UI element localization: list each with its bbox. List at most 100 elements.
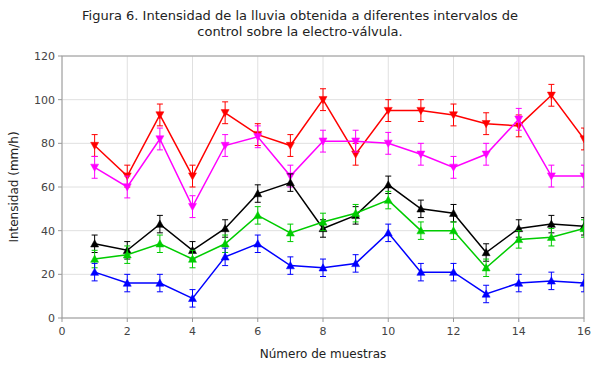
series	[91, 108, 584, 217]
x-tick	[453, 318, 454, 322]
data-point	[482, 120, 490, 127]
error-bar	[255, 126, 261, 148]
error-bar	[222, 135, 228, 157]
data-point	[547, 233, 555, 240]
error-bar	[320, 89, 326, 111]
data-point	[482, 264, 490, 271]
y-tick	[58, 230, 62, 231]
data-point	[384, 107, 392, 114]
error-bar	[287, 257, 293, 274]
data-point	[221, 240, 229, 247]
data-point	[580, 279, 584, 286]
data-point	[482, 249, 490, 256]
data-point	[384, 229, 392, 236]
title-line: Figura 6. Intensidad de la lluvia obteni…	[82, 8, 518, 23]
data-point	[91, 164, 99, 171]
error-bar	[385, 132, 391, 154]
y-tick	[58, 187, 62, 188]
error-bar	[255, 207, 261, 224]
error-bar	[320, 130, 326, 152]
data-point	[384, 196, 392, 203]
error-bar	[92, 135, 98, 157]
axes: 0204060801001200246810121416	[34, 50, 591, 338]
error-bar	[222, 248, 228, 265]
data-point	[515, 116, 523, 123]
error-bar	[581, 274, 584, 291]
data-point	[417, 107, 425, 114]
y-tick	[58, 318, 62, 319]
series	[91, 224, 584, 307]
x-tick	[62, 318, 63, 322]
x-tick-label: 8	[320, 325, 327, 338]
title: Figura 6. Intensidad de la lluvia obteni…	[82, 8, 518, 39]
data-point	[580, 224, 584, 231]
data-point	[417, 151, 425, 158]
data-point	[450, 268, 458, 275]
error-bar	[451, 104, 457, 126]
error-bar	[548, 228, 554, 245]
error-bar	[516, 108, 522, 130]
data-point	[319, 264, 327, 271]
data-point	[91, 142, 99, 149]
data-point	[254, 240, 262, 247]
error-bar	[124, 176, 130, 198]
x-tick	[518, 318, 519, 322]
error-bar	[418, 263, 424, 280]
y-tick-label: 20	[41, 268, 55, 281]
data-point	[286, 179, 294, 186]
data-point	[580, 173, 584, 180]
error-bar	[451, 263, 457, 280]
error-bar	[157, 274, 163, 291]
data-point	[156, 240, 164, 247]
error-bar	[157, 235, 163, 252]
y-tick-label: 40	[41, 225, 55, 238]
error-bar	[124, 274, 130, 291]
x-tick-label: 4	[189, 325, 196, 338]
error-bar	[385, 191, 391, 208]
x-tick	[388, 318, 389, 322]
plot-data	[91, 84, 584, 307]
error-bar	[483, 285, 489, 302]
y-axis-label: Intensidad (mm/h)	[7, 131, 21, 242]
data-point	[156, 136, 164, 143]
data-point	[156, 220, 164, 227]
data-point	[254, 211, 262, 218]
data-point	[221, 224, 229, 231]
x-tick	[257, 318, 258, 322]
data-point	[319, 138, 327, 145]
y-tick-label: 80	[41, 137, 55, 150]
error-bar	[157, 128, 163, 150]
error-bar	[157, 215, 163, 232]
data-point	[286, 142, 294, 149]
grid	[62, 56, 584, 318]
x-tick-label: 10	[381, 325, 395, 338]
error-bar	[418, 200, 424, 217]
error-bar	[287, 135, 293, 157]
y-tick	[58, 56, 62, 57]
data-point	[156, 112, 164, 119]
y-tick-label: 120	[34, 50, 55, 63]
error-bar	[581, 128, 584, 150]
data-point	[286, 262, 294, 269]
series-line	[95, 95, 584, 176]
data-point	[91, 268, 99, 275]
data-point	[189, 203, 197, 210]
error-bar	[124, 242, 130, 259]
data-point	[123, 251, 131, 258]
x-tick	[584, 318, 585, 322]
error-bar	[581, 165, 584, 187]
error-bar	[451, 156, 457, 178]
data-point	[515, 279, 523, 286]
data-point	[482, 151, 490, 158]
error-bar	[483, 113, 489, 135]
plot-frame	[62, 56, 584, 318]
y-tick	[58, 274, 62, 275]
data-point	[515, 235, 523, 242]
error-bar	[353, 204, 359, 221]
data-point	[91, 255, 99, 262]
data-point	[417, 205, 425, 212]
error-bar	[516, 231, 522, 248]
error-bar	[548, 165, 554, 187]
x-tick-label: 12	[447, 325, 461, 338]
data-point	[254, 134, 262, 141]
